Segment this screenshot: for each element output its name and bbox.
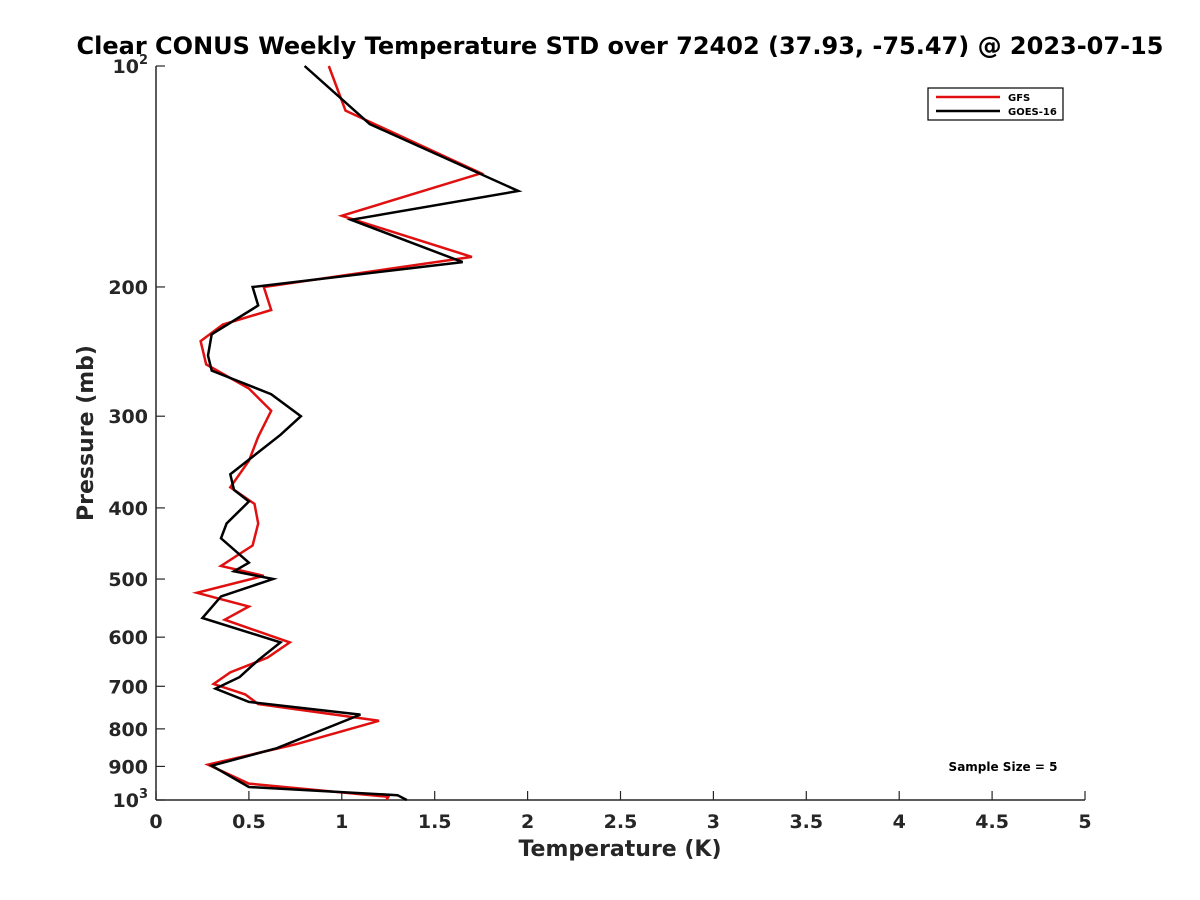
x-tick-label: 2 xyxy=(521,811,534,833)
y-tick-label: 103 xyxy=(113,787,149,812)
x-tick-label: 4.5 xyxy=(975,811,1009,833)
y-tick-label: 600 xyxy=(108,627,148,649)
x-tick-label: 0 xyxy=(149,811,162,833)
x-tick-label: 2.5 xyxy=(604,811,638,833)
y-tick-base: 900 xyxy=(108,756,148,778)
y-tick-label: 700 xyxy=(108,676,148,698)
series-line-goes-16 xyxy=(200,65,523,802)
y-tick-base: 10 xyxy=(113,56,139,78)
legend-label: GOES-16 xyxy=(1008,107,1057,118)
y-axis-label: Pressure (mb) xyxy=(74,345,99,521)
sample-size-annotation: Sample Size = 5 xyxy=(949,760,1058,774)
x-tick-label: 5 xyxy=(1078,811,1091,833)
y-tick-exponent: 2 xyxy=(139,53,148,68)
legend-box xyxy=(927,87,1064,121)
x-tick-label: 0.5 xyxy=(232,811,266,833)
axes: 0 0.5 1 1.5 2 2.5 3 3.5 4 4.5 51022003004005006007… xyxy=(108,53,1091,833)
y-tick-base: 10 xyxy=(113,790,139,812)
x-tick-label: 3 xyxy=(707,811,720,833)
x-tick-label: 1.5 xyxy=(418,811,452,833)
y-tick-label: 200 xyxy=(108,277,148,299)
x-tick-label: 4 xyxy=(893,811,906,833)
chart-title: Clear CONUS Weekly Temperature STD over … xyxy=(77,32,1164,60)
series-layer xyxy=(191,65,523,802)
y-tick-base: 600 xyxy=(108,627,148,649)
y-tick-label: 300 xyxy=(108,406,148,428)
x-tick-label: 3.5 xyxy=(789,811,823,833)
y-tick-label: 800 xyxy=(108,719,148,741)
y-tick-base: 500 xyxy=(108,569,148,591)
y-tick-label: 900 xyxy=(108,756,148,778)
legend: GFS GOES-16 xyxy=(927,87,1064,121)
y-tick-exponent: 3 xyxy=(139,787,148,802)
y-tick-base: 700 xyxy=(108,676,148,698)
y-tick-base: 300 xyxy=(108,406,148,428)
y-tick-base: 400 xyxy=(108,498,148,520)
y-tick-label: 500 xyxy=(108,569,148,591)
y-tick-base: 800 xyxy=(108,719,148,741)
legend-label: GFS xyxy=(1008,93,1030,104)
y-tick-base: 200 xyxy=(108,277,148,299)
y-tick-label: 400 xyxy=(108,498,148,520)
x-tick-label: 1 xyxy=(335,811,348,833)
series-line-gfs xyxy=(191,65,485,801)
x-axis-label: Temperature (K) xyxy=(518,837,721,862)
y-tick-label: 102 xyxy=(113,53,149,78)
